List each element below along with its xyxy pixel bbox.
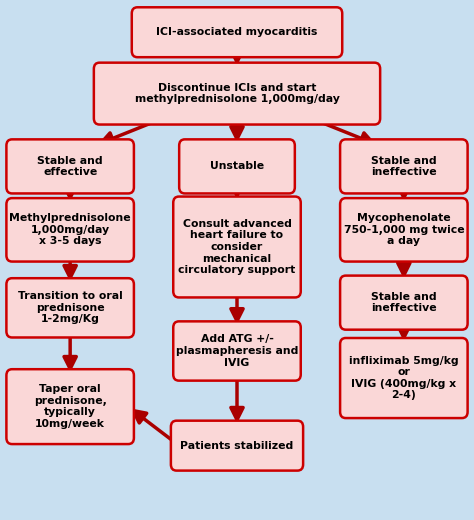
FancyBboxPatch shape — [6, 369, 134, 444]
Text: Methylprednisolone
1,000mg/day
x 3-5 days: Methylprednisolone 1,000mg/day x 3-5 day… — [9, 213, 131, 246]
Text: Stable and
ineffective: Stable and ineffective — [371, 292, 437, 314]
FancyBboxPatch shape — [6, 198, 134, 262]
FancyBboxPatch shape — [94, 63, 380, 125]
FancyBboxPatch shape — [6, 139, 134, 193]
FancyBboxPatch shape — [340, 276, 467, 330]
Text: Unstable: Unstable — [210, 161, 264, 172]
Text: ICI-associated myocarditis: ICI-associated myocarditis — [156, 27, 318, 37]
Text: Discontinue ICIs and start
methylprednisolone 1,000mg/day: Discontinue ICIs and start methylprednis… — [135, 83, 339, 105]
Text: Transition to oral
prednisone
1-2mg/Kg: Transition to oral prednisone 1-2mg/Kg — [18, 291, 122, 324]
FancyBboxPatch shape — [340, 139, 467, 193]
Text: Add ATG +/-
plasmapheresis and
IVIG: Add ATG +/- plasmapheresis and IVIG — [176, 334, 298, 368]
FancyBboxPatch shape — [6, 278, 134, 337]
FancyBboxPatch shape — [173, 321, 301, 381]
FancyBboxPatch shape — [173, 197, 301, 297]
FancyBboxPatch shape — [340, 338, 467, 418]
Text: Stable and
effective: Stable and effective — [37, 155, 103, 177]
Text: Patients stabilized: Patients stabilized — [181, 440, 293, 451]
FancyBboxPatch shape — [340, 198, 467, 262]
FancyBboxPatch shape — [132, 7, 342, 57]
Text: Taper oral
prednisone,
typically
10mg/week: Taper oral prednisone, typically 10mg/we… — [34, 384, 107, 429]
FancyBboxPatch shape — [179, 139, 295, 193]
Text: infliximab 5mg/kg
or
IVIG (400mg/kg x
2-4): infliximab 5mg/kg or IVIG (400mg/kg x 2-… — [349, 356, 459, 400]
Text: Stable and
ineffective: Stable and ineffective — [371, 155, 437, 177]
FancyBboxPatch shape — [171, 421, 303, 471]
Text: Mycophenolate
750-1,000 mg twice
a day: Mycophenolate 750-1,000 mg twice a day — [344, 213, 464, 246]
Text: Consult advanced
heart failure to
consider
mechanical
circulatory support: Consult advanced heart failure to consid… — [178, 219, 296, 275]
